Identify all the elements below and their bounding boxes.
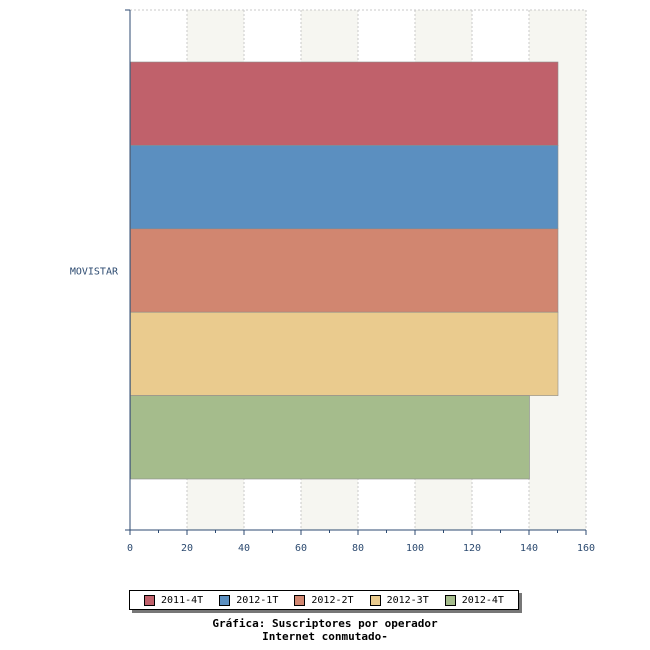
bars-group: [130, 61, 559, 480]
x-tick-label: 100: [406, 543, 424, 554]
x-tick-label: 140: [520, 543, 538, 554]
legend-swatch: [369, 594, 381, 606]
legend-item: 2012-1T: [219, 594, 279, 606]
legend-swatch: [144, 594, 156, 606]
bar-2012-4T: [130, 395, 530, 480]
x-tick-label: 160: [577, 543, 595, 554]
legend-label: 2012-4T: [461, 594, 504, 606]
legend-item: 2012-2T: [294, 594, 354, 606]
x-tick-label: 20: [181, 543, 193, 554]
legend-swatch: [219, 594, 231, 606]
chart-title-line-1: Gráfica: Suscriptores por operador: [212, 617, 438, 630]
legend: 2011-4T 2012-1T 2012-2T 2012-3T 2012-4T: [129, 590, 519, 610]
legend-label: 2011-4T: [161, 594, 204, 606]
x-tick-label: 0: [127, 543, 133, 554]
bar-2012-1T: [130, 145, 559, 230]
y-category-label: MOVISTAR: [70, 267, 119, 278]
bar-2012-2T: [130, 228, 559, 313]
bar-2011-4T: [130, 61, 559, 146]
legend-swatch: [294, 594, 306, 606]
legend-label: 2012-1T: [236, 594, 279, 606]
legend-label: 2012-2T: [311, 594, 354, 606]
chart-title-line-2: Internet conmutado-: [262, 630, 388, 643]
legend-item: 2012-3T: [369, 594, 429, 606]
bar-2012-3T: [130, 311, 559, 396]
x-tick-label: 60: [295, 543, 307, 554]
legend-item: 2012-4T: [444, 594, 504, 606]
legend-item: 2011-4T: [144, 594, 204, 606]
legend-swatch: [444, 594, 456, 606]
legend-label: 2012-3T: [386, 594, 429, 606]
tick-labels: 0 20 40 60 80 100 120 140 160 MOVISTAR: [70, 267, 595, 555]
axes: [125, 9, 587, 535]
x-tick-label: 80: [352, 543, 364, 554]
x-tick-label: 40: [238, 543, 250, 554]
chart-title: Gráfica: Suscriptores por operador Inter…: [0, 617, 650, 643]
x-tick-label: 120: [463, 543, 481, 554]
